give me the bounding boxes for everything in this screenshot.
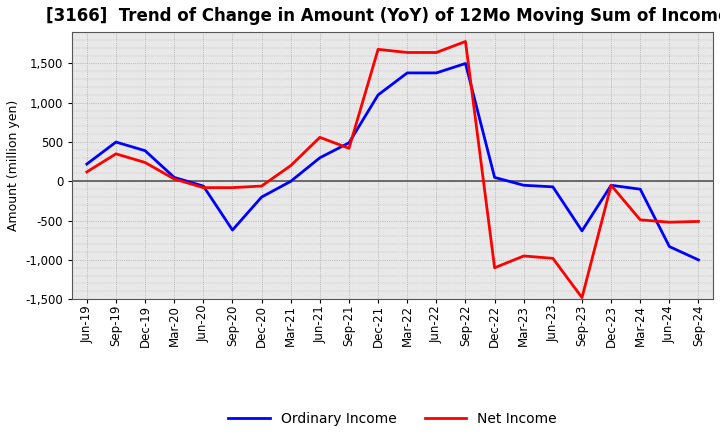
Net Income (345, 146, 354, 151)
Ordinary Income (462, 61, 470, 66)
Title: [3166]  Trend of Change in Amount (YoY) of 12Mo Moving Sum of Incomes: [3166] Trend of Change in Amount (YoY) o… (46, 7, 720, 25)
Ordinary Income (112, 139, 120, 145)
Net Income (462, 39, 470, 44)
Net Income (374, 47, 382, 52)
Ordinary Income (403, 70, 412, 76)
Ordinary Income (432, 70, 441, 76)
Net Income (170, 176, 179, 182)
Ordinary Income (694, 257, 703, 263)
Ordinary Income (287, 179, 295, 184)
Net Income (577, 295, 586, 300)
Net Income (315, 135, 324, 140)
Ordinary Income (374, 92, 382, 98)
Line: Net Income: Net Income (87, 41, 698, 297)
Ordinary Income (577, 228, 586, 234)
Net Income (549, 256, 557, 261)
Net Income (403, 50, 412, 55)
Net Income (694, 219, 703, 224)
Ordinary Income (257, 194, 266, 200)
Line: Ordinary Income: Ordinary Income (87, 63, 698, 260)
Net Income (112, 151, 120, 157)
Y-axis label: Amount (million yen): Amount (million yen) (7, 100, 20, 231)
Ordinary Income (228, 227, 237, 233)
Net Income (636, 217, 644, 223)
Net Income (665, 220, 674, 225)
Ordinary Income (636, 187, 644, 192)
Net Income (141, 160, 150, 165)
Legend: Ordinary Income, Net Income: Ordinary Income, Net Income (222, 406, 562, 431)
Net Income (607, 183, 616, 188)
Ordinary Income (549, 184, 557, 190)
Net Income (287, 163, 295, 168)
Net Income (432, 50, 441, 55)
Net Income (490, 265, 499, 271)
Net Income (83, 169, 91, 175)
Ordinary Income (607, 183, 616, 188)
Net Income (519, 253, 528, 259)
Ordinary Income (345, 140, 354, 146)
Ordinary Income (170, 175, 179, 180)
Ordinary Income (199, 183, 207, 189)
Net Income (257, 183, 266, 189)
Ordinary Income (83, 161, 91, 167)
Ordinary Income (519, 183, 528, 188)
Ordinary Income (315, 155, 324, 161)
Net Income (228, 185, 237, 190)
Ordinary Income (665, 244, 674, 249)
Ordinary Income (141, 148, 150, 153)
Net Income (199, 185, 207, 190)
Ordinary Income (490, 175, 499, 180)
